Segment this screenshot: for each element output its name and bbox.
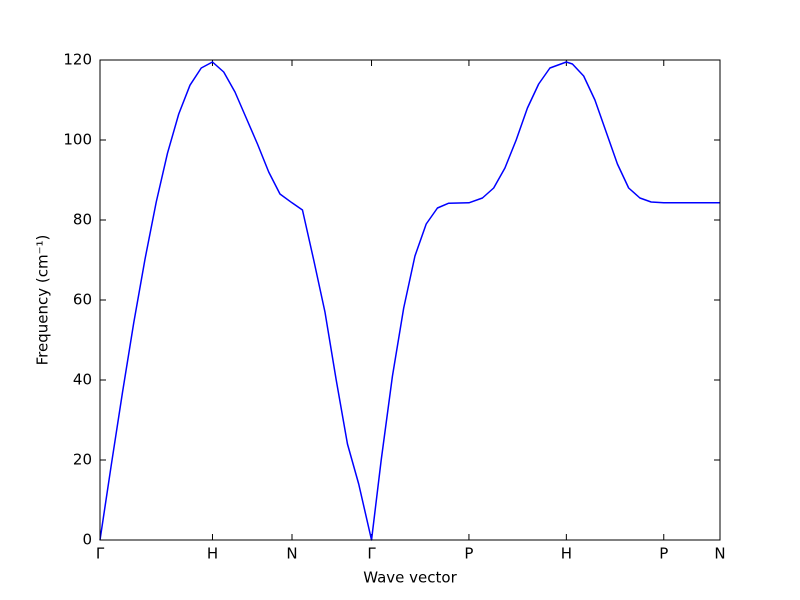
x-tick-label: Γ	[367, 545, 376, 563]
y-tick-label: 40	[73, 371, 92, 389]
x-tick-label: P	[464, 545, 473, 563]
plot-frame	[99, 59, 721, 541]
x-tick-label: Γ	[96, 545, 105, 563]
x-tick-label: H	[561, 545, 572, 563]
x-tick-label: P	[659, 545, 668, 563]
line	[99, 61, 720, 541]
y-tick-label: 80	[73, 211, 92, 229]
y-tick-label: 120	[63, 51, 92, 69]
x-axis-label: Wave vector	[363, 569, 457, 587]
y-axis-label: Frequency (cm⁻¹)	[34, 235, 52, 366]
y-tick-label: 20	[73, 451, 92, 469]
y-tick-label: 100	[63, 131, 92, 149]
x-tick-label: H	[207, 545, 218, 563]
x-tick-label: N	[714, 545, 725, 563]
y-tick-label: 60	[73, 291, 92, 309]
y-tick-label: 0	[82, 531, 92, 549]
x-tick-label: N	[286, 545, 297, 563]
